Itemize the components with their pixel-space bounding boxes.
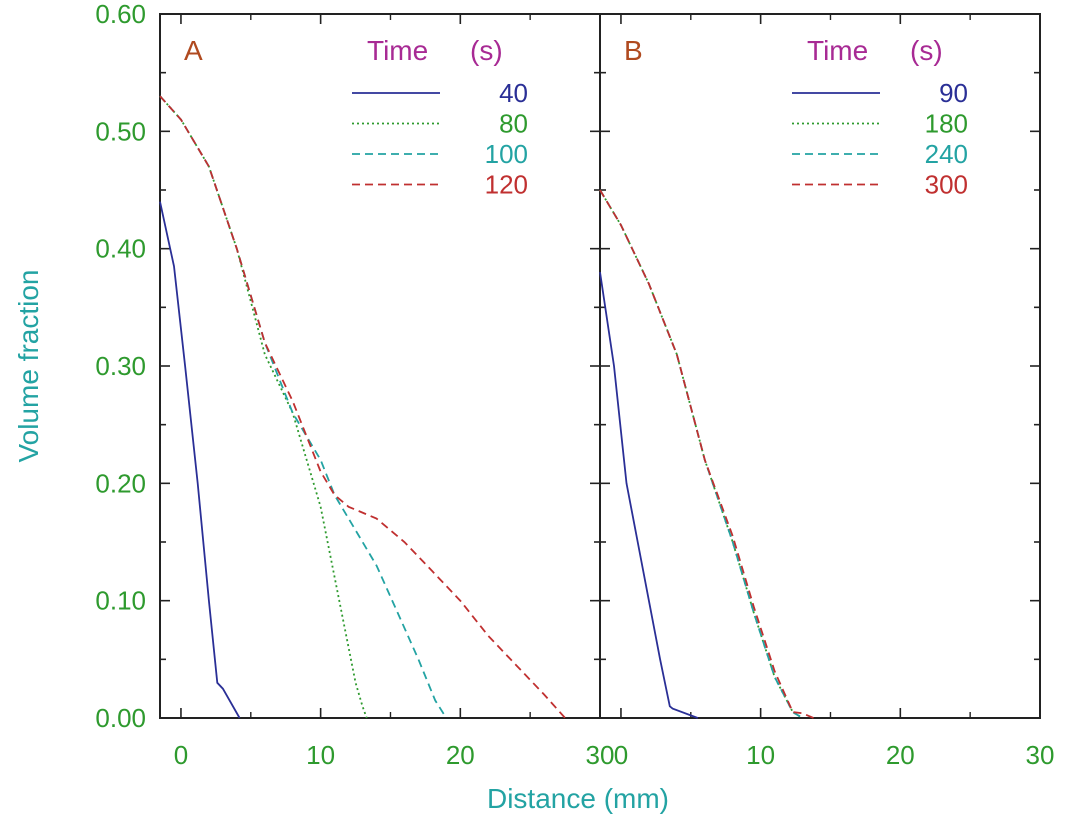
series-line-40 — [159, 201, 241, 719]
x-tick-label: 0 — [174, 740, 188, 770]
y-tick-label: 0.60 — [95, 0, 146, 29]
series-line-80 — [159, 95, 368, 719]
y-tick-label: 0.40 — [95, 234, 146, 264]
x-tick-label: 20 — [886, 740, 915, 770]
panel-letter-A: A — [184, 35, 203, 66]
x-tick-label: 30 — [586, 740, 615, 770]
y-tick-label: 0.20 — [95, 468, 146, 498]
legend-label-180: 180 — [925, 109, 968, 139]
y-axis-label: Volume fraction — [13, 270, 44, 463]
legend-units: (s) — [910, 35, 943, 66]
series-line-90 — [599, 271, 699, 719]
axis-ticks — [160, 13, 1041, 719]
series-layer — [159, 95, 815, 719]
legend-label-90: 90 — [939, 78, 968, 108]
legend-units: (s) — [470, 35, 503, 66]
legend-label-40: 40 — [499, 78, 528, 108]
legend-title: Time — [807, 35, 868, 66]
y-tick-label: 0.30 — [95, 351, 146, 381]
series-line-180 — [599, 189, 803, 719]
y-tick-label: 0.10 — [95, 586, 146, 616]
plot-frame — [159, 13, 601, 719]
x-tick-label: 30 — [1026, 740, 1055, 770]
legend-label-240: 240 — [925, 139, 968, 169]
x-axis-label: Distance (mm) — [487, 783, 669, 814]
legend-label-120: 120 — [485, 170, 528, 200]
series-line-100 — [159, 95, 448, 719]
x-tick-label: 0 — [614, 740, 628, 770]
legend-label-300: 300 — [925, 170, 968, 200]
label-layer: 0.00 0.10 0.20 0.30 0.40 0.50 0.60 Volume fract… — [13, 0, 1054, 814]
x-tick-label: 20 — [446, 740, 475, 770]
series-line-240 — [599, 189, 803, 719]
legend-label-100: 100 — [485, 139, 528, 169]
x-tick-label: 10 — [746, 740, 775, 770]
series-line-120 — [159, 95, 566, 719]
legend-title: Time — [367, 35, 428, 66]
y-tick-label: 0.50 — [95, 116, 146, 146]
plot-frame — [599, 13, 1041, 719]
series-line-300 — [599, 189, 815, 719]
x-tick-label: 10 — [306, 740, 335, 770]
y-tick-label: 0.00 — [95, 703, 146, 733]
panel-letter-B: B — [624, 35, 643, 66]
legend-label-80: 80 — [499, 109, 528, 139]
